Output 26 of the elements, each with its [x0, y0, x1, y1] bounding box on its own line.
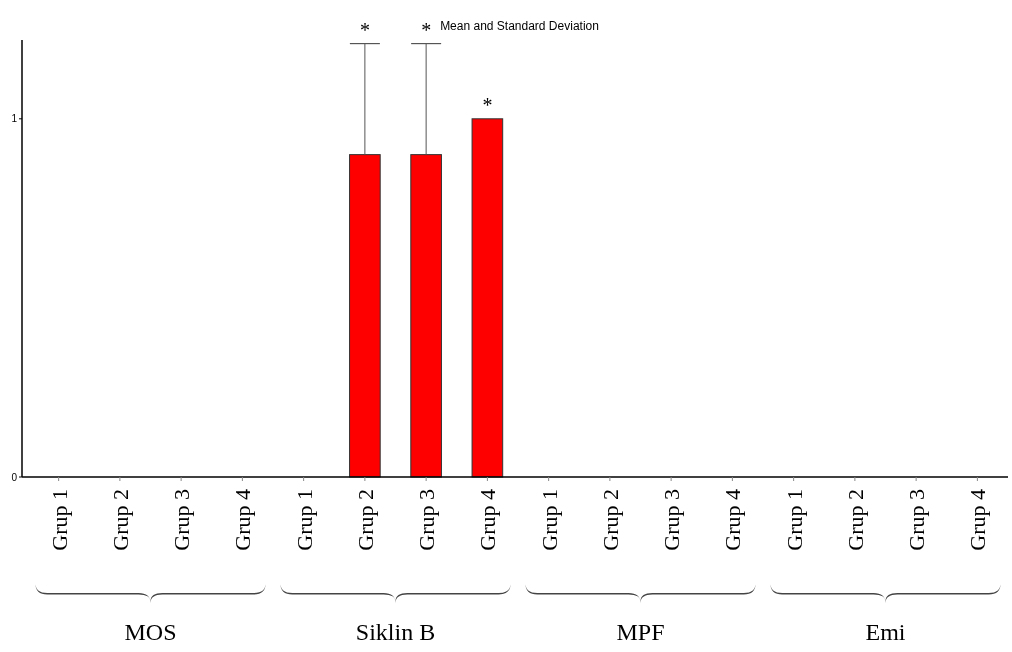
- x-tick-label: Grup 4: [475, 489, 501, 551]
- text: MPF: [616, 619, 665, 645]
- x-tick-label: Grup 2: [352, 489, 378, 551]
- x-tick-label: Grup 3: [904, 489, 930, 551]
- text: Siklin B: [355, 619, 436, 645]
- y-tick-label: 0: [11, 471, 18, 483]
- text: Emi: [865, 619, 906, 645]
- annotation: *: [359, 18, 370, 41]
- chart-title: Mean and Standard Deviation: [440, 19, 599, 33]
- annotation: *: [482, 93, 493, 116]
- annotation: *: [421, 18, 432, 41]
- text: MOS: [124, 619, 177, 645]
- x-tick-label: Grup 3: [169, 489, 195, 551]
- x-tick-label: Grup 1: [781, 489, 807, 551]
- x-tick-label: Grup 1: [46, 489, 72, 551]
- x-tick-label: Grup 2: [107, 489, 133, 551]
- x-tick-label: Grup 2: [597, 489, 623, 551]
- x-tick-label: Grup 2: [842, 489, 868, 551]
- x-tick-label: Grup 3: [414, 489, 440, 551]
- x-tick-label: Grup 1: [536, 489, 562, 551]
- x-tick-label: Grup 1: [291, 489, 317, 551]
- x-tick-label: Grup 3: [659, 489, 685, 551]
- x-tick-label: Grup 4: [230, 489, 256, 551]
- x-tick-label: Grup 4: [965, 489, 991, 551]
- y-tick-label: 1: [11, 113, 18, 125]
- x-tick-label: Grup 4: [720, 489, 746, 551]
